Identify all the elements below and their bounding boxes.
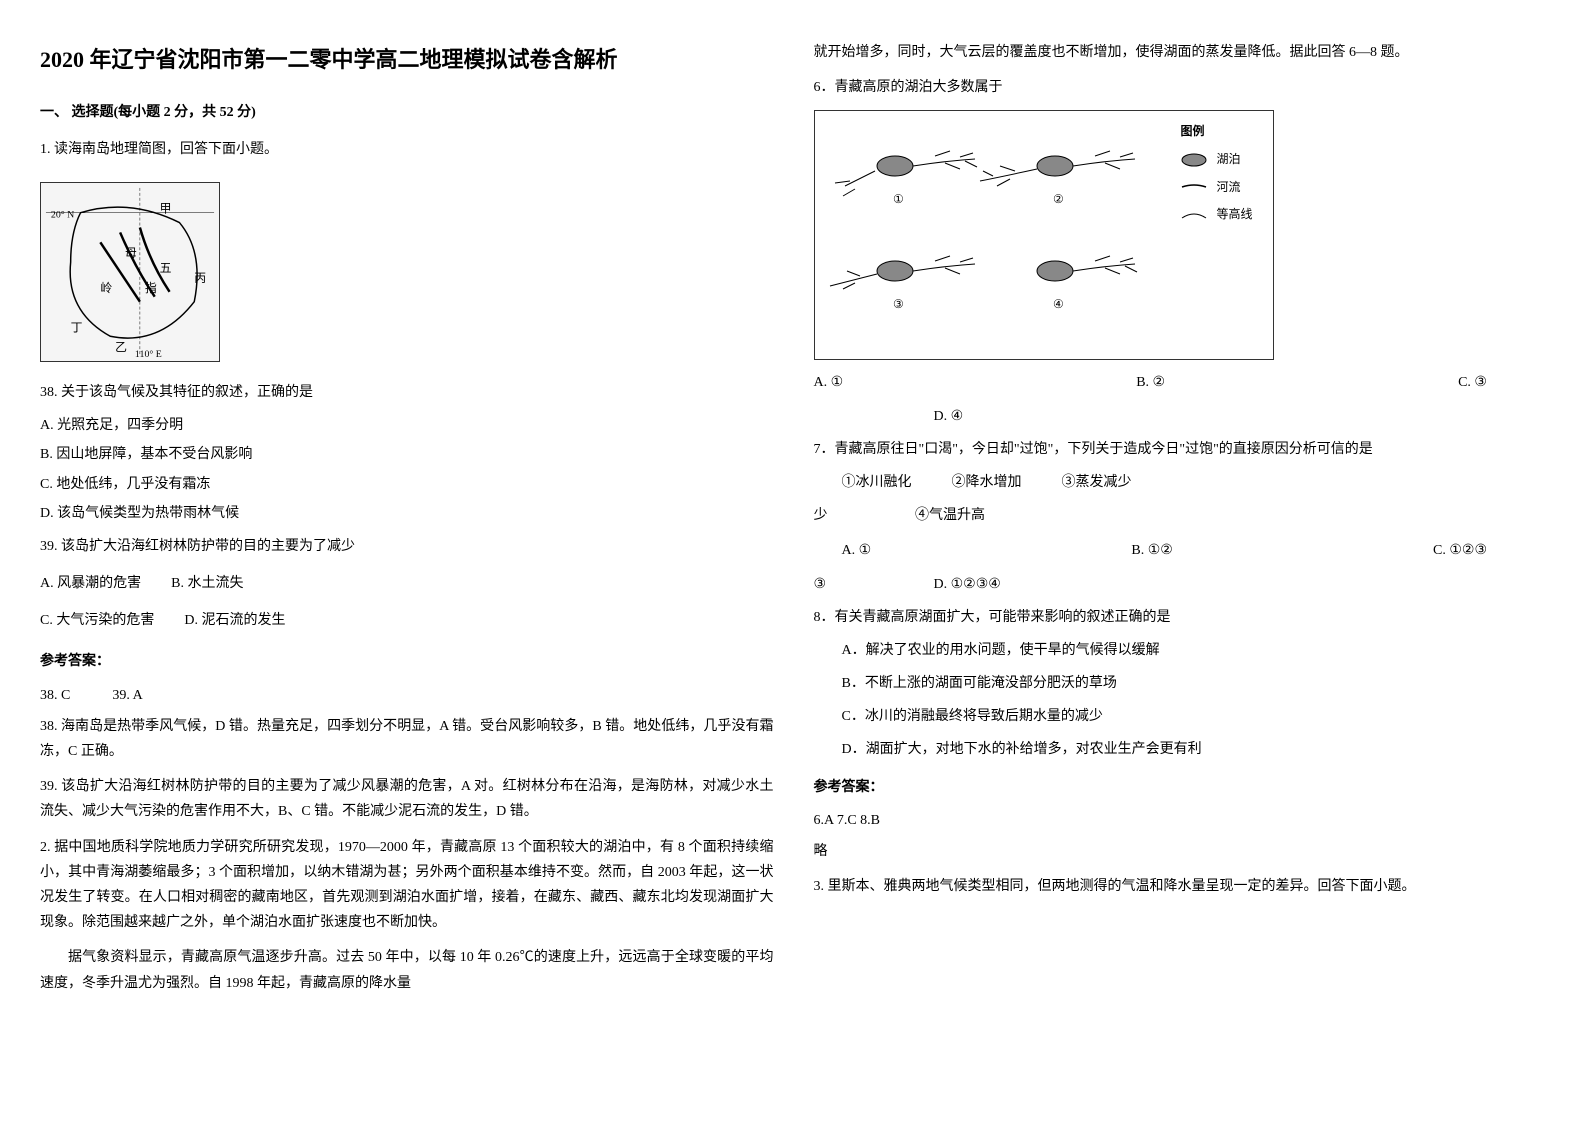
q39-stem: 39. 该岛扩大沿海红树林防护带的目的主要为了减少 — [40, 534, 774, 559]
lake-diagram: ① ② ③ ④ 图例 湖泊 — [814, 110, 1274, 360]
legend-contour-label: 等高线 — [1216, 204, 1252, 226]
svg-text:丁: 丁 — [71, 320, 83, 334]
q38-option-c: C. 地处低纬，几乎没有霜冻 — [40, 472, 774, 497]
answer-header-2: 参考答案： — [814, 775, 1548, 800]
q2-para3: 就开始增多，同时，大气云层的覆盖度也不断增加，使得湖面的蒸发量降低。据此回答 6… — [814, 40, 1548, 65]
explain-39: 39. 该岛扩大沿海红树林防护带的目的主要为了减少风暴潮的危害，A 对。红树林分… — [40, 774, 774, 824]
left-column: 2020 年辽宁省沈阳市第一二零中学高二地理模拟试卷含解析 一、 选择题(每小题… — [40, 40, 774, 1006]
q6-options-row1: A. ① B. ② C. ③ — [814, 370, 1548, 395]
legend-river: 河流 — [1180, 177, 1252, 199]
q6-option-b: B. ② — [1136, 370, 1165, 395]
diagram-3: ③ — [830, 256, 975, 311]
q39-option-c: C. 大气污染的危害 — [40, 608, 154, 633]
svg-text:③: ③ — [893, 297, 904, 311]
svg-text:指: 指 — [145, 281, 157, 295]
q6-option-d: D. ④ — [934, 404, 964, 429]
legend-lake-label: 湖泊 — [1216, 149, 1240, 171]
svg-text:乙: 乙 — [115, 340, 127, 354]
q6-option-a: A. ① — [814, 370, 844, 395]
q39-option-d: D. 泥石流的发生 — [184, 608, 285, 633]
lon-label: 110° E — [135, 349, 162, 360]
svg-text:①: ① — [893, 192, 904, 206]
q2-para2: 据气象资料显示，青藏高原气温逐步升高。过去 50 年中，以每 10 年 0.26… — [40, 945, 774, 995]
q8-stem: 8．有关青藏高原湖面扩大，可能带来影响的叙述正确的是 — [814, 605, 1548, 630]
svg-text:②: ② — [1053, 192, 1064, 206]
q7-option-d: D. ①②③④ — [934, 572, 1001, 597]
q39-option-b: B. 水土流失 — [171, 571, 243, 596]
q38-stem: 38. 关于该岛气候及其特征的叙述，正确的是 — [40, 380, 774, 405]
q38-option-d: D. 该岛气候类型为热带雨林气候 — [40, 501, 774, 526]
legend-lake: 湖泊 — [1180, 149, 1252, 171]
svg-text:五: 五 — [160, 261, 172, 275]
answers-38-39: 38. C 39. A — [40, 683, 774, 708]
q3-intro: 3. 里斯本、雅典两地气候类型相同，但两地测得的气温和降水量呈现一定的差异。回答… — [814, 874, 1548, 899]
svg-text:④: ④ — [1053, 297, 1064, 311]
q7-factor-3: ③蒸发减少 — [1062, 470, 1132, 495]
legend: 图例 湖泊 河流 等高线 — [1180, 121, 1252, 231]
page-title: 2020 年辽宁省沈阳市第一二零中学高二地理模拟试卷含解析 — [40, 40, 774, 80]
q7-factor-1: ①冰川融化 — [842, 470, 912, 495]
diagram-4: ④ — [1037, 256, 1137, 311]
q7-stem: 7．青藏高原往日"口渴"，今日却"过饱"，下列关于造成今日"过饱"的直接原因分析… — [814, 437, 1548, 462]
q38-option-a: A. 光照充足，四季分明 — [40, 413, 774, 438]
q2-intro: 2. 据中国地质科学院地质力学研究所研究发现，1970—2000 年，青藏高原 … — [40, 835, 774, 936]
q6-option-c: C. ③ — [1458, 370, 1487, 395]
q7-options-row2: ③ D. ①②③④ — [814, 572, 1548, 597]
q8-option-a: A．解决了农业的用水问题，使干旱的气候得以缓解 — [842, 638, 1548, 663]
q7-option-b: B. ①② — [1131, 538, 1172, 563]
svg-text:岭: 岭 — [100, 281, 112, 295]
q7-factors-row2: 少 ④气温升高 — [814, 503, 1548, 528]
answer-header-1: 参考答案： — [40, 649, 774, 674]
diagram-2: ② — [980, 151, 1135, 206]
lat-label: 20° N — [51, 210, 74, 221]
q7-option-a: A. ① — [842, 538, 872, 563]
q39-option-a: A. 风暴潮的危害 — [40, 571, 141, 596]
section-header: 一、 选择题(每小题 2 分，共 52 分) — [40, 100, 774, 125]
q6-stem: 6．青藏高原的湖泊大多数属于 — [814, 75, 1548, 100]
q8-option-c: C．冰川的消融最终将导致后期水量的减少 — [842, 704, 1548, 729]
q1-intro: 1. 读海南岛地理简图，回答下面小题。 — [40, 137, 774, 162]
brief: 略 — [814, 839, 1548, 864]
diagram-1: ① — [835, 151, 977, 206]
svg-text:甲: 甲 — [160, 202, 172, 216]
q7-factors: ①冰川融化 ②降水增加 ③蒸发减少 — [814, 470, 1548, 495]
answers-678: 6.A 7.C 8.B — [814, 808, 1548, 833]
q8-option-d: D．湖面扩大，对地下水的补给增多，对农业生产会更有利 — [842, 737, 1548, 762]
explain-38: 38. 海南岛是热带季风气候，D 错。热量充足，四季划分不明显，A 错。受台风影… — [40, 714, 774, 764]
q7-option-c: C. ①②③ — [1433, 538, 1487, 563]
q7-options-row1: A. ① B. ①② C. ①②③ — [814, 538, 1548, 563]
legend-contour: 等高线 — [1180, 204, 1252, 226]
q7-factor-4: ④气温升高 — [915, 508, 985, 523]
svg-text:丙: 丙 — [194, 271, 206, 285]
legend-river-label: 河流 — [1216, 177, 1240, 199]
q8-option-b: B．不断上涨的湖面可能淹没部分肥沃的草场 — [842, 671, 1548, 696]
right-column: 就开始增多，同时，大气云层的覆盖度也不断增加，使得湖面的蒸发量降低。据此回答 6… — [814, 40, 1548, 1006]
q38-option-b: B. 因山地屏障，基本不受台风影响 — [40, 442, 774, 467]
q6-options-row2: D. ④ — [814, 404, 1548, 429]
legend-title: 图例 — [1180, 121, 1252, 143]
hainan-map: 20° N 110° E 甲 丙 丁 乙 母 五 指 岭 — [40, 182, 220, 362]
q7-factor-2: ②降水增加 — [952, 470, 1022, 495]
svg-text:母: 母 — [125, 246, 137, 260]
